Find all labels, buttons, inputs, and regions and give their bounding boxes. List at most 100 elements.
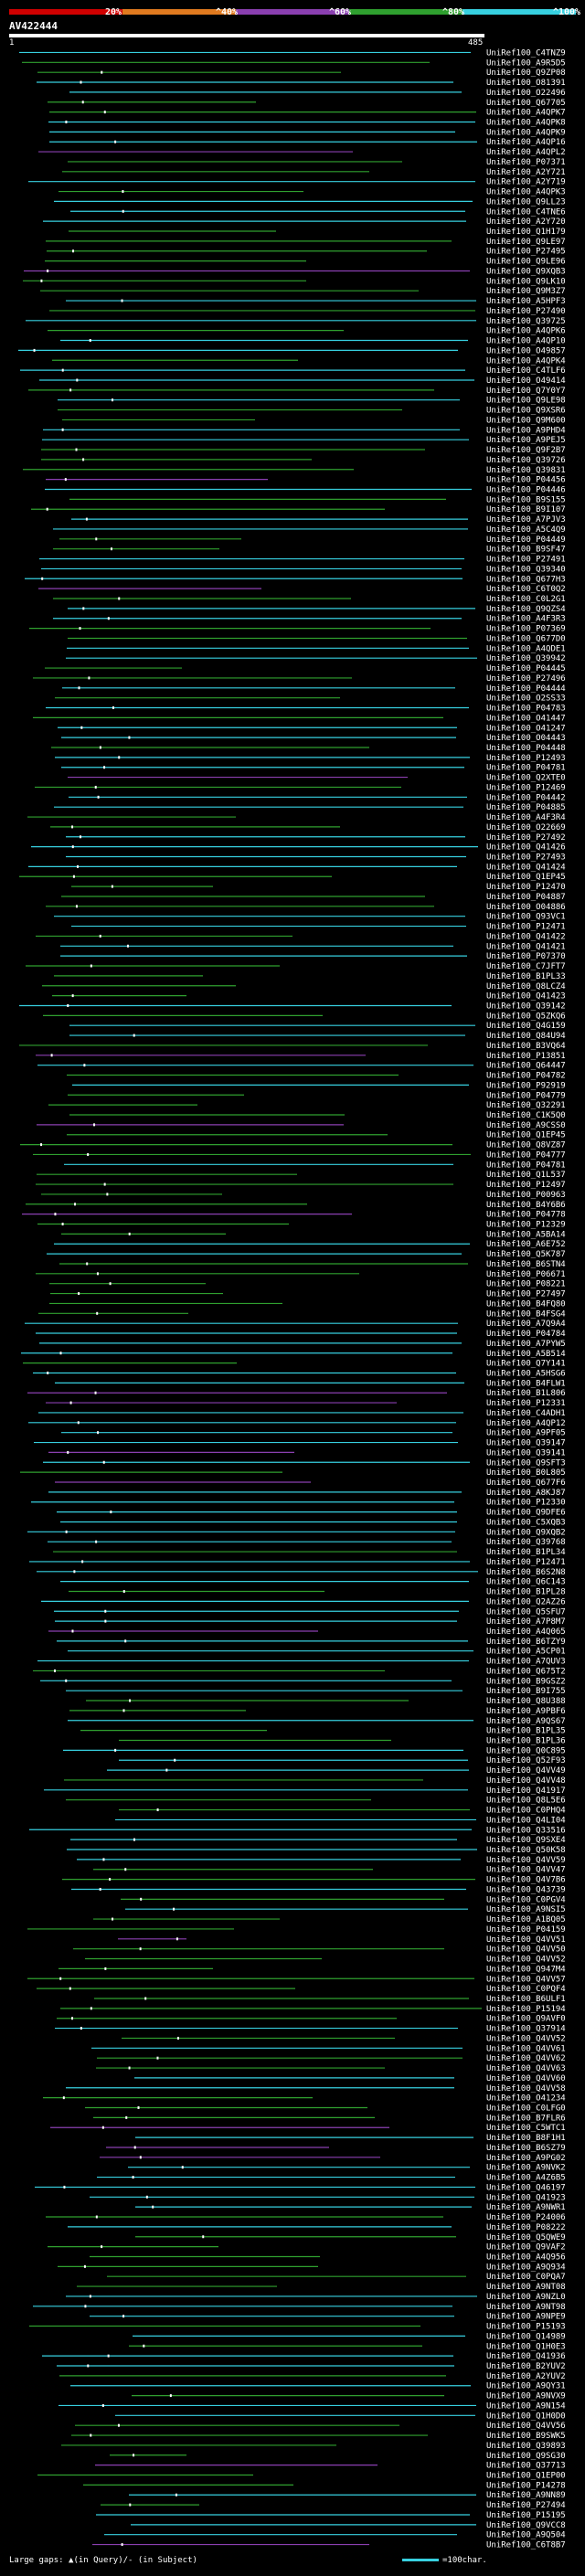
hit-label[interactable]: UniRef100_B1PL36 [486,1736,566,1745]
hit-label[interactable]: UniRef100_A2Y721 [486,168,566,177]
hit-label[interactable]: UniRef100_C6T8B7 [486,2541,566,2550]
hit-label[interactable]: UniRef100_Q4VV52 [486,1956,566,1965]
hit-row[interactable]: UniRef100_O22496 [69,89,566,98]
hit-label[interactable]: UniRef100_Q9LE96 [486,258,566,267]
hit-row[interactable]: UniRef100_Q4VV49 [107,1766,566,1776]
hit-label[interactable]: UniRef100_Q9SG30 [486,2452,566,2461]
hit-label[interactable]: UniRef100_A5HPF3 [486,297,566,306]
hit-label[interactable]: UniRef100_P12469 [486,783,566,792]
hit-row[interactable]: UniRef100_A4QP16 [49,138,566,147]
hit-label[interactable]: UniRef100_A9CSS0 [486,1121,566,1130]
hit-row[interactable]: UniRef100_P04159 [27,1925,566,1935]
hit-row[interactable]: UniRef100_Q1H179 [69,228,566,237]
hit-label[interactable]: UniRef100_O04886 [486,903,566,912]
hit-label[interactable]: UniRef100_Q1EP45 [486,873,566,882]
hit-label[interactable]: UniRef100_B1PL33 [486,972,566,981]
hit-row[interactable]: UniRef100_Q39141 [48,1448,566,1458]
hit-label[interactable]: UniRef100_P14278 [486,2481,566,2490]
hit-label[interactable]: UniRef100_P04885 [486,803,566,812]
hit-row[interactable]: UniRef100_P27492 [66,833,566,843]
hit-row[interactable]: UniRef100_O41447 [33,714,566,723]
hit-label[interactable]: UniRef100_B4Y6B6 [486,1201,566,1210]
hit-label[interactable]: UniRef100_O41447 [486,714,566,723]
hit-row[interactable]: UniRef100_Q9DFE6 [57,1509,566,1518]
hit-row[interactable]: UniRef100_A9Q934 [58,2263,566,2272]
hit-label[interactable]: UniRef100_Q9XSR6 [486,407,566,416]
hit-label[interactable]: UniRef100_P04781 [486,1161,566,1170]
hit-row[interactable]: UniRef100_P12331 [46,1399,566,1408]
hit-row[interactable]: UniRef100_P27497 [50,1290,566,1299]
hit-row[interactable]: UniRef100_Q1EP45 [19,873,566,882]
hit-row[interactable]: UniRef100_Q7Y0Y7 [28,387,566,396]
hit-label[interactable]: UniRef100_Q64447 [486,1062,566,1071]
hit-label[interactable]: UniRef100_P27495 [486,248,566,257]
hit-label[interactable]: UniRef100_Q1L537 [486,1171,566,1180]
hit-row[interactable]: UniRef100_B9I755 [66,1687,566,1696]
hit-label[interactable]: UniRef100_Q41421 [486,942,566,951]
hit-label[interactable]: UniRef100_C4ADH1 [486,1409,566,1418]
hit-row[interactable]: UniRef100_B7FLR6 [93,2114,566,2123]
hit-label[interactable]: UniRef100_A4QPK3 [486,188,566,197]
hit-label[interactable]: UniRef100_A9NN89 [486,2491,566,2500]
hit-label[interactable]: UniRef100_P04159 [486,1925,566,1935]
hit-row[interactable]: UniRef100_P04446 [45,485,566,494]
hit-label[interactable]: UniRef100_Q4VV49 [486,1766,566,1776]
hit-row[interactable]: UniRef100_C4ADH1 [38,1409,566,1418]
hit-row[interactable]: UniRef100_A2Y720 [43,217,566,227]
hit-label[interactable]: UniRef100_Q1EP00 [486,2472,566,2481]
hit-row[interactable]: UniRef100_B1PL34 [53,1548,566,1557]
hit-row[interactable]: UniRef100_P04448 [51,744,566,753]
hit-row[interactable]: UniRef100_A9NSI5 [125,1905,566,1914]
hit-row[interactable]: UniRef100_A9PHD4 [43,426,566,435]
hit-label[interactable]: UniRef100_C5XQB3 [486,1518,566,1527]
hit-row[interactable]: UniRef100_A4QP10 [60,337,566,346]
hit-row[interactable]: UniRef100_C4TNZ9 [19,48,566,58]
hit-label[interactable]: UniRef100_A9NVX9 [486,2392,566,2401]
hit-row[interactable]: UniRef100_Q41936 [42,2352,566,2361]
hit-label[interactable]: UniRef100_A7P8M7 [486,1617,566,1627]
hit-label[interactable]: UniRef100_B4FLW1 [486,1379,566,1388]
hit-label[interactable]: UniRef100_A9Q504 [486,2531,566,2540]
hit-row[interactable]: UniRef100_B4FQ80 [49,1299,566,1309]
hit-label[interactable]: UniRef100_Q41422 [486,932,566,941]
hit-row[interactable]: UniRef100_A9NWR1 [135,2203,566,2212]
hit-label[interactable]: UniRef100_P07369 [486,625,566,634]
hit-row[interactable]: UniRef100_A8KJ87 [48,1489,566,1498]
hit-label[interactable]: UniRef100_Q9LL23 [486,197,566,207]
hit-row[interactable]: UniRef100_O49414 [39,376,566,386]
hit-label[interactable]: UniRef100_P04446 [486,485,566,494]
hit-row[interactable]: UniRef100_A9R5D5 [22,58,566,68]
hit-label[interactable]: UniRef100_P04777 [486,1150,566,1160]
hit-label[interactable]: UniRef100_P15195 [486,2511,566,2520]
hit-label[interactable]: UniRef100_Q0C895 [486,1746,566,1755]
hit-row[interactable]: UniRef100_A5C4Q9 [53,525,566,535]
hit-row[interactable]: UniRef100_P04784 [36,1330,566,1339]
hit-row[interactable]: UniRef100_Q9SFT3 [43,1458,566,1468]
hit-row[interactable]: UniRef100_C0PGV4 [121,1895,566,1904]
hit-row[interactable]: UniRef100_Q8LCZ4 [42,982,566,991]
hit-row[interactable]: UniRef100_Q677H3 [25,575,566,584]
hit-row[interactable]: UniRef100_A9PBF6 [69,1707,566,1716]
hit-label[interactable]: UniRef100_B9GSZ2 [486,1677,566,1686]
hit-label[interactable]: UniRef100_Q9F2B7 [486,446,566,455]
hit-row[interactable]: UniRef100_A9PF05 [61,1429,566,1438]
hit-row[interactable]: UniRef100_B6TZY9 [57,1638,566,1647]
hit-row[interactable]: UniRef100_O04886 [46,903,566,912]
hit-row[interactable]: UniRef100_P04456 [46,476,566,485]
hit-row[interactable]: UniRef100_Q37713 [95,2462,566,2471]
hit-row[interactable]: UniRef100_A7Q9A4 [25,1320,566,1329]
hit-label[interactable]: UniRef100_Q41923 [486,2193,566,2202]
hit-label[interactable]: UniRef100_P06671 [486,1270,566,1279]
hit-row[interactable]: UniRef100_Q84U94 [69,1032,566,1041]
hit-label[interactable]: UniRef100_Q677F6 [486,1479,566,1488]
hit-row[interactable]: UniRef100_Q2AZ26 [41,1597,566,1606]
hit-row[interactable]: UniRef100_P12471 [71,923,566,932]
hit-row[interactable]: UniRef100_Q9XQB3 [24,267,566,276]
hit-label[interactable]: UniRef100_P04779 [486,1091,566,1100]
hit-label[interactable]: UniRef100_Q9LE97 [486,238,566,247]
hit-label[interactable]: UniRef100_Q41426 [486,843,566,853]
hit-label[interactable]: UniRef100_P04442 [486,793,566,802]
hit-row[interactable]: UniRef100_Q4VV51 [118,1935,566,1945]
hit-row[interactable]: UniRef100_A4QPK6 [48,327,566,336]
hit-label[interactable]: UniRef100_Q9SXE4 [486,1836,566,1845]
